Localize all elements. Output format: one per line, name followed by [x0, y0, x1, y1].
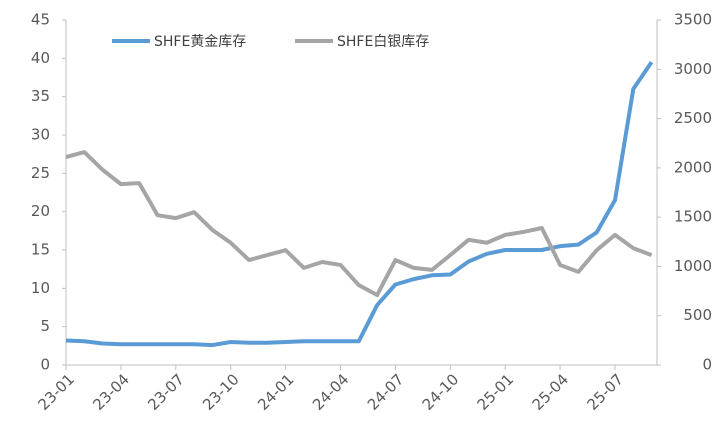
legend-label: SHFE白银库存 [337, 34, 429, 50]
y-tick-label: 35 [31, 87, 50, 105]
y2-tick-label: 1500 [674, 208, 712, 226]
y2-tick-label: 2000 [674, 158, 712, 176]
x-tick-label: 24-04 [309, 370, 353, 414]
x-tick-label: 24-01 [254, 370, 298, 414]
x-tick-label: 25-07 [583, 370, 627, 414]
y-tick-label: 45 [31, 11, 50, 29]
y2-tick-label: 2500 [674, 109, 712, 127]
y2-tick-label: 3000 [674, 60, 712, 78]
y2-tick-label: 1000 [674, 257, 712, 275]
y-tick-label: 15 [31, 241, 50, 259]
y-tick-label: 30 [31, 126, 50, 144]
x-tick-label: 24-07 [364, 370, 408, 414]
x-tick-label: 25-04 [529, 370, 573, 414]
x-tick-label: 23-07 [144, 370, 188, 414]
series-line [65, 150, 653, 298]
y-tick-label: 40 [31, 49, 50, 67]
x-tick-label: 24-10 [419, 370, 463, 414]
series-line [65, 61, 654, 348]
x-tick-label: 25-01 [474, 370, 518, 414]
x-tick-label: 23-10 [199, 370, 243, 414]
y-tick-label: 5 [40, 317, 50, 335]
x-tick-label: 23-01 [34, 370, 78, 414]
y-tick-label: 10 [31, 279, 50, 297]
y-tick-label: 0 [40, 356, 50, 374]
y2-tick-label: 0 [702, 356, 712, 374]
y-tick-label: 25 [31, 164, 50, 182]
x-tick-label: 23-04 [89, 370, 133, 414]
legend-label: SHFE黄金库存 [154, 33, 246, 50]
y2-tick-label: 500 [683, 306, 712, 324]
y2-tick-label: 3500 [674, 11, 712, 29]
y-tick-label: 20 [31, 202, 50, 220]
